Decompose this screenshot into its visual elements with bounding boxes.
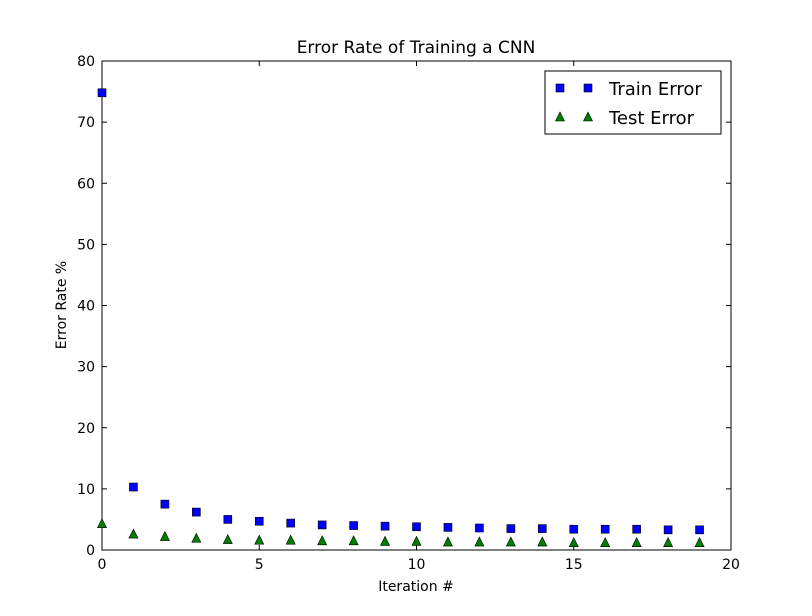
- train-error-point: [129, 482, 138, 492]
- series-test-error: [97, 518, 705, 547]
- test-error-point: [97, 518, 107, 529]
- test-error-point: [380, 535, 391, 546]
- test-error-point: [600, 536, 611, 547]
- train-error-point: [537, 524, 547, 533]
- test-error-point: [694, 536, 705, 547]
- test-error-point: [631, 536, 642, 547]
- plot-frame: [101, 60, 732, 551]
- train-error-point: [160, 499, 170, 509]
- test-error-point: [505, 536, 516, 547]
- train-error-point: [286, 518, 296, 528]
- train-error-point: [192, 507, 201, 517]
- test-error-point: [285, 534, 296, 545]
- series-train-error: [97, 88, 704, 535]
- train-error-point: [97, 88, 107, 98]
- train-error-point: [254, 516, 264, 526]
- test-error-point: [442, 536, 453, 547]
- legend-marker-test-error: [583, 111, 593, 122]
- legend-marker-train-error: [555, 83, 565, 93]
- train-error-point: [349, 521, 358, 530]
- y-tick-label: 80: [77, 54, 95, 70]
- train-error-point: [695, 525, 704, 535]
- test-error-point: [568, 536, 579, 547]
- train-error-point: [600, 524, 610, 534]
- y-tick-label: 60: [77, 176, 95, 192]
- legend-marker-test-error: [555, 111, 565, 122]
- test-error-point: [159, 530, 170, 541]
- test-error-point: [537, 536, 548, 547]
- y-tick-label: 20: [77, 421, 95, 437]
- x-tick-label: 20: [722, 557, 740, 573]
- train-error-point: [317, 520, 327, 530]
- x-tick-label: 15: [565, 557, 583, 573]
- train-error-point: [475, 523, 484, 533]
- x-tick-label: 10: [408, 557, 426, 573]
- y-tick-label: 10: [77, 482, 95, 498]
- test-error-point: [663, 536, 674, 547]
- chart-title: Error Rate of Training a CNN: [297, 38, 536, 58]
- test-error-point: [317, 535, 328, 546]
- test-error-point: [254, 534, 265, 545]
- train-error-point: [443, 523, 453, 532]
- train-error-point: [632, 524, 641, 534]
- y-tick-label: 30: [77, 360, 95, 376]
- train-error-point: [506, 524, 516, 533]
- legend-label-test-error: Test Error: [608, 108, 695, 129]
- test-error-point: [411, 535, 422, 546]
- y-tick-label: 40: [77, 299, 95, 315]
- test-error-point: [128, 528, 139, 539]
- train-error-point: [223, 515, 233, 524]
- x-axis-label: Iteration #: [378, 579, 454, 595]
- y-tick-label: 70: [77, 115, 95, 131]
- x-tick-label: 5: [255, 557, 264, 573]
- legend-label-train-error: Train Error: [608, 79, 702, 100]
- legend-box: [544, 70, 722, 135]
- y-tick-label: 50: [77, 237, 95, 253]
- legend-marker-train-error: [583, 83, 593, 93]
- train-error-point: [569, 524, 579, 534]
- test-error-point: [222, 533, 233, 544]
- plot-area: 0 5 10 15 20 0 10 20 30 40 50 60 70 80: [77, 54, 740, 573]
- train-error-point: [663, 525, 673, 535]
- train-error-point: [412, 522, 421, 532]
- test-error-point: [474, 536, 485, 547]
- y-axis-label: Error Rate %: [54, 261, 70, 349]
- y-tick-label: 0: [86, 543, 95, 559]
- x-tick-label: 0: [98, 557, 107, 573]
- test-error-point: [191, 532, 202, 543]
- train-error-point: [380, 521, 390, 531]
- legend: Train Error Test Error: [544, 70, 722, 135]
- test-error-point: [348, 535, 359, 546]
